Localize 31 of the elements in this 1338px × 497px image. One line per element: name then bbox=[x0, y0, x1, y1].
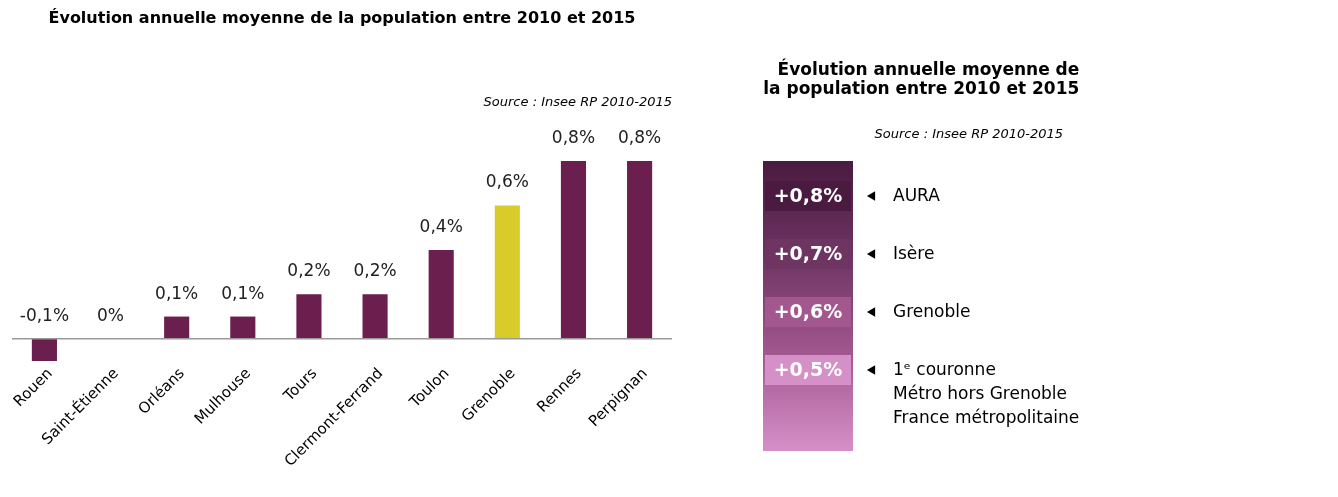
data-label: 0% bbox=[97, 304, 125, 325]
data-label: 0,1% bbox=[155, 282, 199, 303]
bar bbox=[428, 249, 454, 339]
chart-title: Évolution annuelle moyenne de la population entre 2010 et 2015 bbox=[48, 8, 636, 27]
data-label: 0,2% bbox=[287, 260, 331, 281]
data-label: -0,1% bbox=[19, 304, 70, 325]
data-label: 0,4% bbox=[419, 215, 463, 236]
data-label: +0,8% bbox=[773, 184, 843, 206]
bar bbox=[164, 316, 190, 339]
category-label: Isère bbox=[893, 243, 935, 263]
data-label: 0,6% bbox=[485, 171, 529, 192]
data-label: 0,8% bbox=[551, 127, 596, 147]
data-label: 0,8% bbox=[617, 127, 662, 147]
category-label: 1ᵉ couronne Métro hors Grenoble France métropolitaine bbox=[893, 359, 1080, 427]
bar bbox=[296, 294, 322, 339]
category-label: AURA bbox=[893, 185, 941, 205]
bar bbox=[230, 316, 256, 339]
bar bbox=[362, 294, 388, 339]
source-note: Source : Insee RP 2010-2015 bbox=[874, 126, 1063, 141]
bar bbox=[494, 205, 520, 339]
bar bbox=[31, 338, 57, 361]
data-label: +0,5% bbox=[773, 358, 843, 380]
source-note: Source : Insee RP 2010-2015 bbox=[483, 94, 672, 109]
bar bbox=[560, 161, 587, 339]
data-label: +0,6% bbox=[773, 300, 843, 322]
bar bbox=[627, 161, 653, 339]
text: Évolution annuelle moyenne de la population entre 2010 et 2015 bbox=[763, 58, 1080, 98]
data-label: +0,7% bbox=[773, 242, 843, 264]
category-label: Grenoble bbox=[893, 301, 971, 321]
data-label: 0,1% bbox=[221, 282, 265, 303]
data-label: 0,2% bbox=[353, 260, 397, 281]
